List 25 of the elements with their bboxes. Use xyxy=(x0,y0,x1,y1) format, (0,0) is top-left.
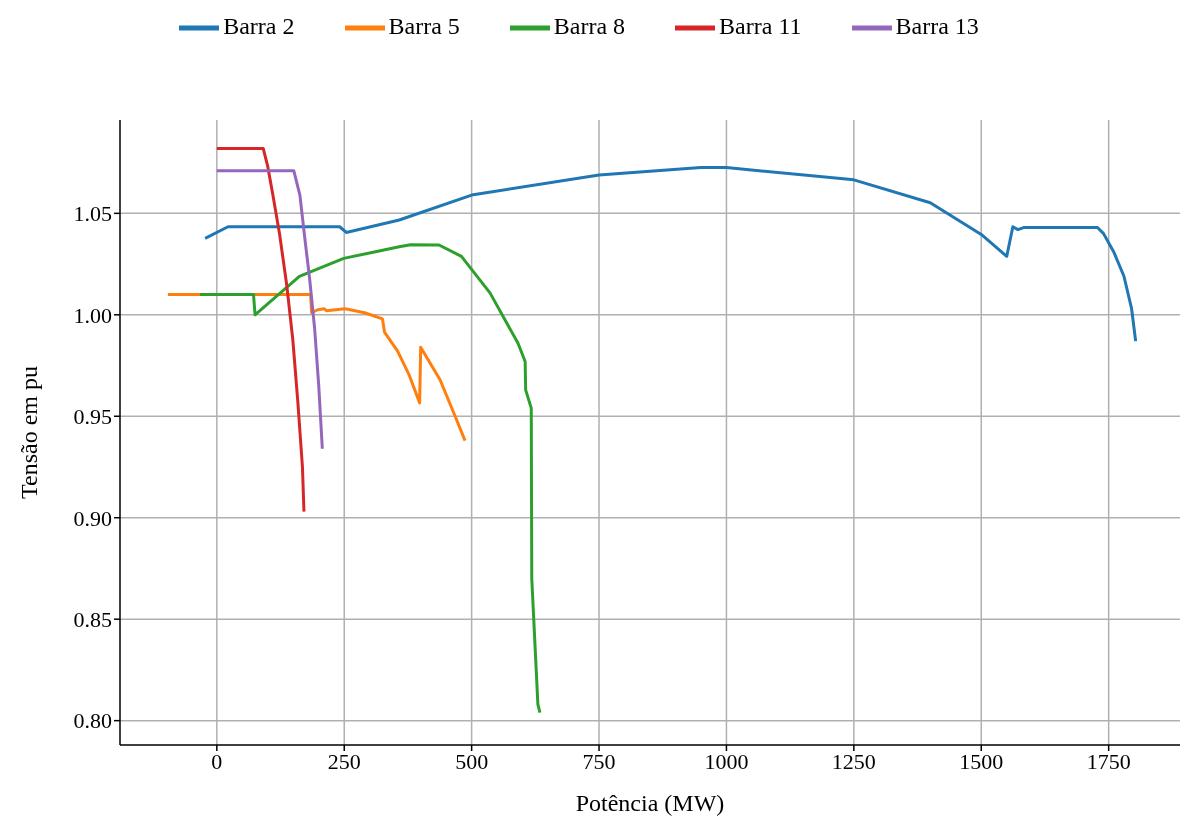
legend-label: Barra 13 xyxy=(895,12,979,39)
y-tick-label: 0.85 xyxy=(73,607,112,632)
line-series xyxy=(203,165,1138,343)
x-tick-label: 1750 xyxy=(1086,748,1131,774)
y-tick-label: 1.05 xyxy=(73,201,112,227)
x-tick-label: 750 xyxy=(582,748,616,774)
x-tick-label: 1250 xyxy=(831,748,876,774)
y-tick-label: 0.80 xyxy=(73,708,112,734)
legend-label: Barra 8 xyxy=(553,12,626,39)
x-tick-label: 500 xyxy=(455,748,489,774)
legend-label: Barra 5 xyxy=(388,12,460,39)
legend-label: Barra 11 xyxy=(719,12,802,39)
y-tick-label: 0.95 xyxy=(73,404,112,430)
line-series xyxy=(215,169,324,451)
x-tick-label: 1000 xyxy=(704,748,749,774)
x-tick-label: 0 xyxy=(211,748,223,774)
x-tick-label: 1500 xyxy=(959,748,1004,774)
line-series xyxy=(198,243,542,715)
x-tick-label: 250 xyxy=(327,748,361,774)
x-axis-title: Potência (MW) xyxy=(575,790,725,816)
y-tick-label: 1.00 xyxy=(73,302,112,328)
y-tick-label: 0.90 xyxy=(73,505,112,531)
y-axis-title: Tensão em pu xyxy=(15,366,42,499)
line-series xyxy=(215,146,306,514)
legend-label: Barra 2 xyxy=(223,12,295,39)
